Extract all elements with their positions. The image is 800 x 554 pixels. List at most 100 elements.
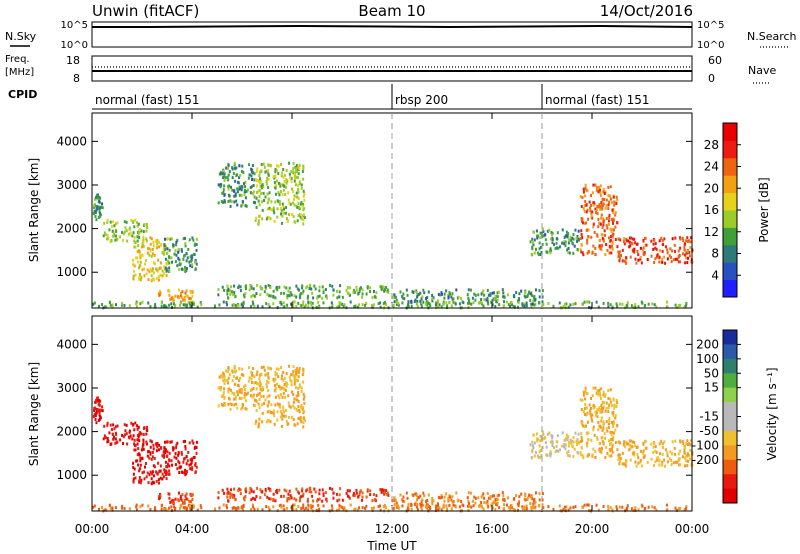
velocity-point — [187, 450, 190, 454]
velocity-point — [95, 421, 98, 425]
power-point — [611, 247, 614, 251]
power-point — [290, 170, 293, 174]
power-point — [258, 203, 261, 207]
velocity-point — [286, 499, 289, 503]
velocity-point — [539, 455, 542, 459]
power-point — [96, 205, 99, 209]
power-point — [104, 233, 107, 237]
velocity-point — [133, 448, 136, 452]
power-point — [115, 238, 118, 242]
power-point — [166, 251, 169, 255]
power-point — [432, 296, 435, 300]
power-point — [590, 214, 593, 218]
power-point — [422, 300, 425, 304]
velocity-point — [292, 365, 295, 369]
power-point — [653, 303, 656, 307]
velocity-point — [629, 447, 632, 451]
power-point — [551, 238, 554, 242]
velocity-point — [163, 468, 166, 472]
velocity-point — [601, 439, 604, 443]
velocity-point — [137, 463, 140, 467]
velocity-point — [395, 503, 398, 507]
power-point — [379, 305, 382, 309]
velocity-point — [467, 491, 470, 495]
velocity-point — [328, 486, 331, 490]
power-point — [281, 214, 284, 218]
velocity-point — [556, 434, 559, 438]
velocity-point — [185, 470, 188, 474]
velocity-point — [161, 477, 164, 481]
power-point — [302, 289, 305, 293]
power-point — [186, 256, 189, 260]
velocity-point — [413, 503, 416, 507]
nave-tick-bottom: 0 — [708, 72, 715, 85]
power-point — [295, 305, 298, 309]
velocity-point — [644, 506, 647, 510]
velocity-point — [533, 501, 536, 505]
velocity-point — [283, 414, 286, 418]
power-point — [306, 296, 309, 300]
velocity-point — [280, 366, 283, 370]
velocity-point — [170, 505, 173, 509]
power-point — [661, 243, 664, 247]
power-point — [178, 268, 181, 272]
power-point — [445, 289, 448, 293]
power-point — [281, 192, 284, 196]
power-point — [467, 296, 470, 300]
velocity-point — [591, 419, 594, 423]
power-point — [332, 288, 335, 292]
velocity-point — [226, 495, 229, 499]
velocity-point — [279, 393, 282, 397]
velocity-point — [239, 488, 242, 492]
velocity-point — [281, 374, 284, 378]
power-point — [139, 256, 142, 260]
velocity-point — [142, 438, 145, 442]
power-point — [541, 289, 544, 293]
power-point — [176, 264, 179, 268]
power-point — [612, 211, 615, 215]
velocity-point — [624, 463, 627, 467]
velocity-point — [312, 499, 315, 503]
power-point — [150, 274, 153, 278]
power-point — [539, 231, 542, 235]
velocity-point — [93, 407, 96, 411]
power-point — [542, 303, 545, 307]
freq-panel — [91, 55, 693, 82]
power-point — [397, 303, 400, 307]
power-point — [655, 247, 658, 251]
power-point — [322, 290, 325, 294]
velocity-point — [602, 504, 605, 508]
power-point — [255, 216, 258, 220]
velocity-point — [397, 504, 400, 508]
velocity-point — [631, 445, 634, 449]
velocity-point — [447, 498, 450, 502]
velocity-point — [555, 440, 558, 444]
power-point — [302, 167, 305, 171]
power-point — [292, 167, 295, 171]
velocity-point — [269, 411, 272, 415]
velocity-point — [520, 492, 523, 496]
velocity-point — [141, 445, 144, 449]
velocity-point — [164, 440, 167, 444]
power-point — [665, 300, 668, 304]
velocity-point — [381, 490, 384, 494]
power-point — [596, 212, 599, 216]
velocity-point — [608, 416, 611, 420]
velocity-point — [134, 444, 137, 448]
velocity-point — [468, 504, 471, 508]
velocity-point — [251, 496, 254, 500]
power-point — [282, 205, 285, 209]
power-point — [621, 302, 624, 306]
power-point — [307, 305, 310, 309]
power-point — [607, 223, 610, 227]
velocity-point — [232, 374, 235, 378]
power-point — [287, 161, 290, 165]
power-point — [392, 303, 395, 307]
power-point — [242, 170, 245, 174]
velocity-point — [222, 379, 225, 383]
power-point — [269, 208, 272, 212]
power-point — [282, 183, 285, 187]
power-point — [300, 186, 303, 190]
velocity-point — [314, 490, 317, 494]
velocity-point — [595, 411, 598, 415]
